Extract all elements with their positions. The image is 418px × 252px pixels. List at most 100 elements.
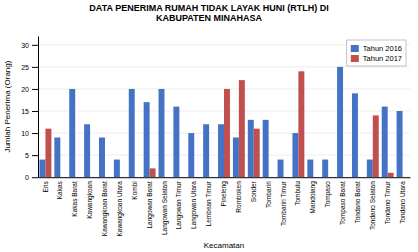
x-tick-label: Kakas Barat xyxy=(71,181,78,217)
y-tick-mark xyxy=(32,155,38,156)
y-tick-mark xyxy=(32,67,38,68)
bar-series xyxy=(39,67,402,177)
bar xyxy=(218,124,224,177)
x-tick-label: Eris xyxy=(42,180,49,192)
bar xyxy=(75,177,81,178)
y-tick-mark xyxy=(32,133,38,134)
legend-label: Tahun 2017 xyxy=(363,54,402,63)
x-tick-label: Tondano Timur xyxy=(384,180,391,224)
bar xyxy=(194,177,200,178)
legend: Tahun 2016Tahun 2017 xyxy=(347,40,406,66)
x-tick: Langowan Barat xyxy=(146,181,154,229)
y-axis: 0 5 10 15 20 25 30 xyxy=(21,37,38,181)
grid-line xyxy=(38,66,410,67)
x-tick-label: Kawangkoan Barat xyxy=(101,181,109,236)
bar xyxy=(135,177,141,178)
bar xyxy=(179,177,185,178)
bar xyxy=(144,102,150,177)
x-tick: Kakas xyxy=(56,180,63,199)
y-tick: 30 xyxy=(21,42,38,49)
bar xyxy=(397,111,403,177)
x-tick: Pineleng xyxy=(220,181,228,207)
x-tick: Tondano Timur xyxy=(384,180,391,224)
y-tick-label: 0 xyxy=(25,174,29,181)
bar xyxy=(382,107,388,178)
x-tick-label: Tondano Barat xyxy=(354,181,361,223)
bar xyxy=(99,137,105,177)
x-tick: Eris xyxy=(42,180,49,192)
plot: ErisKakasKakas BaratKawangkoanKawangkoan… xyxy=(21,37,410,237)
bar xyxy=(120,177,126,178)
bar-series xyxy=(45,71,393,177)
y-tick-label: 20 xyxy=(21,86,29,93)
x-tick-label: Pineleng xyxy=(220,181,228,207)
x-axis-line xyxy=(39,177,411,178)
bar xyxy=(278,160,284,178)
bar xyxy=(358,177,364,178)
bar xyxy=(203,124,209,177)
x-tick-label: Langowan Selatan xyxy=(161,181,169,235)
y-tick-label: 25 xyxy=(21,64,29,71)
x-tick-label: Tompaso Barat xyxy=(339,181,347,225)
bar xyxy=(254,129,260,178)
title-line: DATA PENERIMA RUMAH TIDAK LAYAK HUNI (RT… xyxy=(89,3,328,13)
y-tick-mark xyxy=(32,89,38,90)
bar xyxy=(388,173,394,177)
bars xyxy=(39,67,402,177)
y-tick-mark xyxy=(32,111,38,112)
x-tick-label: Kombi xyxy=(131,181,138,199)
x-tick-label: Tondano Selatan xyxy=(369,181,376,230)
bar xyxy=(373,115,379,177)
y-tick: 0 xyxy=(25,174,38,181)
bar xyxy=(84,124,90,177)
bar xyxy=(173,107,179,178)
y-tick-label: 30 xyxy=(21,42,29,49)
bar xyxy=(129,89,135,177)
bar xyxy=(188,133,194,177)
x-tick: Tondano Barat xyxy=(354,181,361,223)
y-tick-label: 5 xyxy=(25,152,29,159)
bar xyxy=(343,177,349,178)
bar xyxy=(322,160,328,178)
x-tick: Mandolang xyxy=(309,181,317,214)
bar xyxy=(337,67,343,177)
x-tick: Sonder xyxy=(250,180,257,202)
y-axis-title: Jumlah Penerima (Orang) xyxy=(3,60,12,152)
y-tick-label: 15 xyxy=(21,108,29,115)
x-tick-label: Lembean Timur xyxy=(205,180,212,226)
chart: DATA PENERIMA RUMAH TIDAK LAYAK HUNI (RT… xyxy=(0,0,418,252)
bar xyxy=(150,168,156,177)
bar xyxy=(164,177,170,178)
legend-frame xyxy=(347,40,406,66)
legend-swatch xyxy=(351,45,359,52)
y-tick: 10 xyxy=(21,130,38,137)
x-tick: Kombi xyxy=(131,181,138,199)
bar xyxy=(352,93,358,177)
bar xyxy=(224,89,230,177)
bar xyxy=(45,129,51,178)
bar xyxy=(403,177,409,178)
x-tick: Langowan Utara xyxy=(190,181,198,229)
bar xyxy=(209,177,215,178)
bar xyxy=(298,71,304,177)
y-tick: 20 xyxy=(21,86,38,93)
x-tick-label: Tombulu xyxy=(294,181,301,206)
x-tick-label: Kakas xyxy=(56,180,63,199)
x-tick-label: Mandolang xyxy=(309,181,317,214)
x-tick: Tombariri Timur xyxy=(280,180,287,226)
x-tick: Tompaso xyxy=(324,181,332,208)
y-axis-line xyxy=(38,37,39,178)
x-tick-label: Langowan Timur xyxy=(175,180,183,229)
x-tick: Kawangkoan Utara xyxy=(116,181,124,237)
x-tick: Kawangkoan Barat xyxy=(101,181,109,236)
y-tick-mark xyxy=(32,177,38,178)
y-tick: 15 xyxy=(21,108,38,115)
bar xyxy=(114,160,120,178)
x-tick-label: Tondano Utara xyxy=(399,181,406,224)
title: DATA PENERIMA RUMAH TIDAK LAYAK HUNI (RT… xyxy=(89,3,328,23)
bar xyxy=(328,177,334,178)
bar xyxy=(269,177,275,178)
bar xyxy=(284,177,290,178)
x-axis-title: Kecamatan xyxy=(204,241,244,250)
bar xyxy=(69,89,75,177)
